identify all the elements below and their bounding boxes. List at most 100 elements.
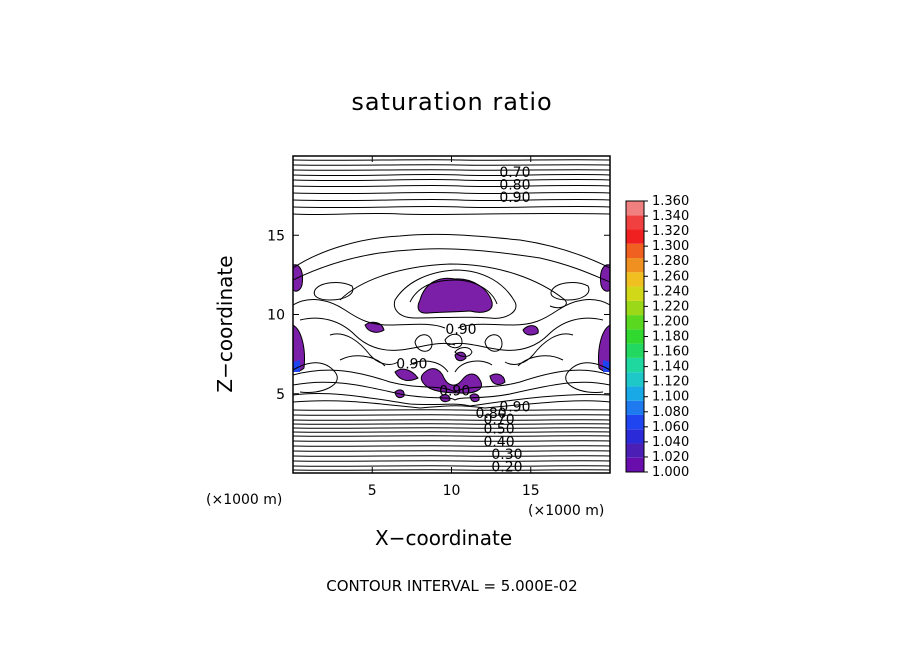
- colorbar-swatch: [626, 443, 644, 458]
- contour-line: [293, 173, 610, 177]
- colorbar-label: 1.320: [652, 224, 689, 239]
- colorbar-swatch: [626, 457, 644, 472]
- contour-line: [293, 178, 610, 182]
- x-unit-label: (×1000 m): [528, 503, 605, 519]
- contour-line: [293, 184, 610, 188]
- colorbar-label: 1.060: [652, 420, 689, 435]
- contour-line: [293, 450, 610, 452]
- contour-line: [293, 248, 610, 283]
- colorbar-label: 1.100: [652, 390, 689, 405]
- colorbar-label: 1.340: [652, 209, 689, 224]
- contour-line: [409, 279, 498, 305]
- contour-label: 0.90: [499, 190, 530, 206]
- colorbar-swatch: [626, 357, 644, 373]
- contour-line: [293, 205, 610, 209]
- supersaturated-region: [522, 325, 539, 336]
- colorbar-swatch: [626, 272, 644, 287]
- contour-line: [293, 299, 446, 329]
- x-tick-label: 15: [522, 483, 540, 499]
- contour-line: [293, 431, 610, 433]
- contour-line: [293, 233, 610, 269]
- contour-line: [293, 423, 610, 425]
- colorbar-swatch: [626, 329, 644, 344]
- colorbar-swatch: [626, 286, 644, 301]
- colorbar-swatch: [626, 258, 644, 273]
- contour-line: [293, 465, 610, 467]
- chart-title: saturation ratio: [351, 88, 553, 116]
- contour-line: [454, 360, 493, 373]
- contour-label: 0.80: [476, 406, 507, 422]
- contour-line: [293, 369, 610, 393]
- colorbar-swatch: [626, 429, 644, 444]
- axis-ticks: 5 10 15 5 10 15: [267, 156, 610, 499]
- colorbar-swatch: [626, 215, 644, 230]
- contour-label: 0.90: [396, 357, 427, 373]
- colorbar-label: 1.000: [652, 465, 689, 480]
- y-tick-label: 5: [276, 387, 285, 403]
- contour-label: 0.40: [483, 434, 514, 450]
- supersaturated-region: [603, 360, 610, 372]
- colorbar-label: 1.300: [652, 239, 689, 254]
- y-axis-label: Z−coordinate: [213, 255, 237, 393]
- contour-line: [293, 419, 610, 421]
- supersaturated-region: [394, 368, 419, 381]
- contour-labels: 0.700.800.900.900.900.900.900.800.700.50…: [396, 165, 530, 476]
- contour-line: [293, 159, 610, 161]
- colorbar-label: 1.280: [652, 254, 689, 269]
- contour-interval-note: CONTOUR INTERVAL = 5.000E-02: [326, 577, 578, 595]
- colorbar-label: 1.200: [652, 314, 689, 329]
- contour-line: [293, 212, 610, 216]
- colorbar: 1.0001.0201.0401.0601.0801.1001.1201.140…: [625, 194, 689, 480]
- contour-label: 0.50: [483, 422, 514, 438]
- supersaturated-region: [417, 277, 493, 314]
- contour-label: 0.90: [439, 384, 470, 400]
- colorbar-label: 1.220: [652, 299, 689, 314]
- contour-line: [414, 334, 433, 352]
- contour-line: [457, 299, 610, 329]
- colorbar-label: 1.040: [652, 435, 689, 450]
- contour-line: [293, 414, 610, 416]
- contour-line: [293, 445, 610, 447]
- contour-label: 0.30: [491, 447, 522, 463]
- contour-label: 0.90: [499, 399, 530, 415]
- colorbar-swatch: [626, 400, 644, 415]
- contour-line: [393, 269, 517, 319]
- contour-line: [565, 362, 610, 394]
- contour-line: [293, 198, 610, 202]
- colorbar-swatch: [626, 243, 644, 259]
- contour-line: [313, 282, 354, 301]
- contour-line: [293, 164, 610, 166]
- colorbar-label: 1.260: [652, 269, 689, 284]
- colorbar-swatch: [626, 386, 644, 401]
- colorbar-label: 1.140: [652, 360, 689, 375]
- contour-label: 0.70: [483, 412, 514, 428]
- contour-lines: [293, 159, 610, 471]
- contour-line: [293, 362, 338, 394]
- contour-line: [293, 400, 610, 409]
- contour-line: [293, 392, 610, 407]
- y-tick-label: 15: [267, 228, 285, 244]
- y-tick-label: 10: [267, 308, 285, 324]
- contour-line: [293, 435, 610, 437]
- x-tick-label: 10: [443, 483, 461, 499]
- contour-line: [299, 317, 456, 351]
- contour-line: [293, 460, 610, 462]
- x-axis-label: X−coordinate: [375, 526, 513, 550]
- y-unit-label: (×1000 m): [206, 492, 283, 508]
- supersaturated-region: [489, 373, 506, 385]
- contour-label: 0.20: [491, 460, 522, 476]
- colorbar-label: 1.160: [652, 345, 689, 360]
- plot-frame: [292, 155, 611, 474]
- colorbar-swatch: [626, 372, 644, 387]
- colorbar-label: 1.120: [652, 375, 689, 390]
- contour-line: [447, 317, 604, 351]
- x-tick-label: 5: [368, 483, 377, 499]
- contour-label: 0.70: [499, 165, 530, 181]
- contour-line: [293, 469, 610, 471]
- colorbar-swatch: [626, 414, 644, 430]
- contour-line: [504, 333, 574, 365]
- colorbar-label: 1.080: [652, 405, 689, 420]
- contour-line: [293, 191, 610, 195]
- contour-line: [409, 360, 449, 373]
